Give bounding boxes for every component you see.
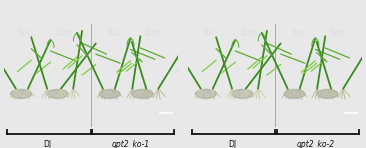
Ellipse shape xyxy=(195,89,216,98)
Text: Suc: Suc xyxy=(18,28,31,37)
Ellipse shape xyxy=(132,89,153,98)
Text: DJ: DJ xyxy=(228,140,236,148)
Text: gpt2_ko-1: gpt2_ko-1 xyxy=(112,140,150,148)
Text: Sorb: Sorb xyxy=(145,28,162,37)
Text: gpt2_ko-2: gpt2_ko-2 xyxy=(296,140,335,148)
Ellipse shape xyxy=(11,89,31,98)
Ellipse shape xyxy=(47,89,68,98)
Text: Sorb: Sorb xyxy=(240,28,258,37)
Text: Sorb: Sorb xyxy=(329,28,347,37)
Ellipse shape xyxy=(284,89,305,98)
Text: Suc: Suc xyxy=(291,28,305,37)
Text: Sorb: Sorb xyxy=(56,28,73,37)
Text: DJ: DJ xyxy=(43,140,51,148)
Text: Suc: Suc xyxy=(202,28,216,37)
Ellipse shape xyxy=(317,89,338,98)
Ellipse shape xyxy=(99,89,120,98)
Ellipse shape xyxy=(232,89,253,98)
Text: Suc: Suc xyxy=(106,28,120,37)
